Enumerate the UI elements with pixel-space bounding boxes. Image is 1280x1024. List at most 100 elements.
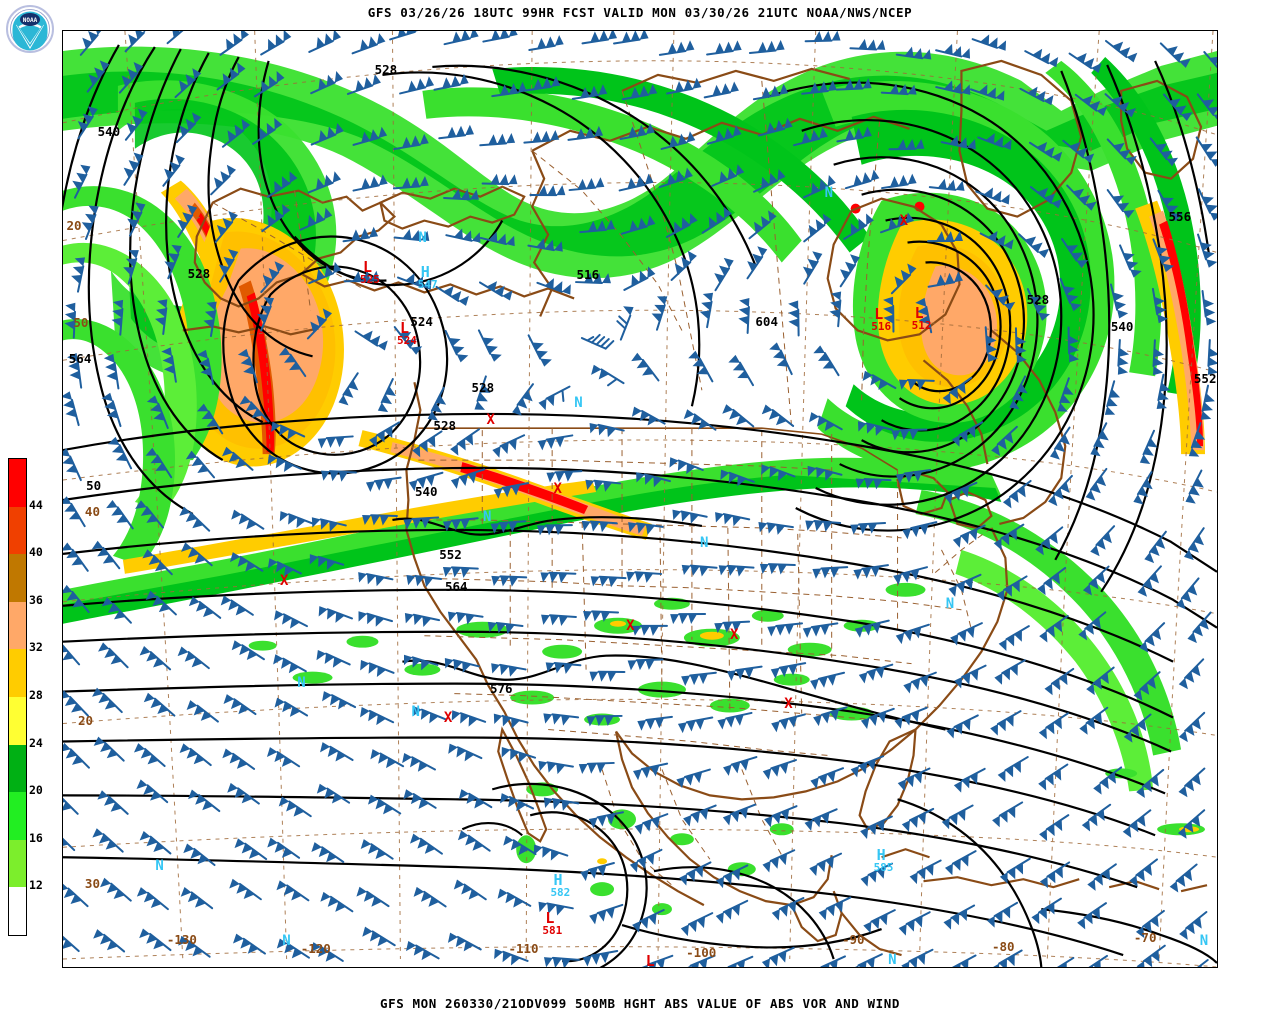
wind-barb [993, 949, 1023, 967]
wind-barb [803, 213, 832, 243]
wind-barb [571, 84, 608, 100]
wind-barb [487, 621, 524, 635]
wind-barb [681, 671, 717, 687]
wind-barb [276, 880, 310, 902]
wind-barb [309, 554, 345, 571]
wind-barb [849, 38, 886, 51]
wind-barb [161, 347, 177, 383]
wind-barb [990, 710, 1022, 736]
wind-barb [536, 278, 571, 295]
low-center-value: 525 [360, 273, 380, 287]
map-panel[interactable]: 528 540 528 516 528 556 540 552 604 524 528 528 540 5… [62, 30, 1218, 968]
wind-barb [909, 859, 942, 885]
vorticity-min-marker: N [297, 674, 306, 691]
wind-barb [843, 213, 874, 240]
wind-barb [746, 246, 768, 280]
wind-barb [999, 857, 1031, 884]
wind-barb [1133, 671, 1161, 701]
wind-barb [352, 174, 388, 192]
wind-barb [586, 714, 623, 727]
wind-barb [881, 173, 917, 190]
wind-barb [63, 690, 89, 717]
colorbar-band-12 [9, 887, 26, 935]
wind-barb [1085, 467, 1108, 501]
longitude-label: -110 [508, 940, 539, 956]
wind-barb [266, 171, 298, 198]
wind-barb [477, 329, 502, 362]
high-center-marker: H [553, 871, 563, 890]
wind-barb [1038, 763, 1069, 791]
wind-barb [723, 756, 758, 776]
wind-barb [770, 662, 807, 679]
wind-barb [1169, 863, 1198, 893]
wind-barb [940, 135, 976, 150]
wind-barb [412, 430, 443, 458]
wind-barb [582, 950, 619, 967]
wind-barb [1178, 711, 1206, 743]
wind-barb [186, 700, 219, 723]
wind-barb [979, 230, 1014, 250]
high-center-marker: H [876, 846, 886, 865]
wind-barb [124, 108, 148, 141]
wind-barb [809, 852, 843, 876]
wind-barb [427, 386, 447, 421]
wind-barb [767, 622, 804, 637]
vorticity-max-marker: X [626, 617, 635, 634]
wind-barb [399, 76, 435, 95]
wind-barb [801, 80, 837, 95]
vorticity-max-marker: X [899, 213, 909, 230]
wind-barb [810, 671, 846, 690]
wind-barb [1104, 93, 1137, 118]
wind-barb [1039, 814, 1070, 841]
wind-barb [1104, 39, 1138, 63]
high-center-value: 585 [873, 861, 894, 875]
wind-barb [898, 911, 931, 936]
wind-barb [753, 169, 786, 193]
wind-barb [457, 830, 491, 852]
wind-barb [1079, 706, 1109, 735]
wind-barb [589, 670, 626, 682]
wind-barb [453, 879, 487, 901]
wind-barb [1018, 233, 1050, 259]
wind-barb [1185, 469, 1204, 504]
wind-barb [997, 756, 1029, 782]
wind-barb [478, 281, 513, 301]
wind-barb [233, 933, 266, 955]
wind-barb [360, 839, 394, 860]
wind-barb [92, 828, 124, 853]
wind-barb [1162, 93, 1193, 122]
wind-barb [392, 175, 429, 190]
wind-barb [636, 472, 671, 488]
wind-barb [706, 40, 742, 56]
wind-barb [139, 645, 172, 671]
wind-barb [358, 572, 394, 587]
colorbar-tick-28: 28 [29, 688, 43, 702]
vorticity-min-marker: N [888, 951, 897, 968]
wind-barb [714, 257, 734, 292]
height-contour-label: 528 [187, 265, 211, 281]
high-center-value: 547 [417, 278, 438, 291]
wind-barb [1196, 93, 1217, 120]
wind-barb [123, 152, 144, 186]
wind-barb [545, 662, 582, 675]
wind-barb [523, 129, 560, 144]
wind-barb [91, 540, 121, 570]
wind-barb [404, 612, 441, 628]
wind-barb [196, 349, 215, 385]
wind-barb [543, 797, 580, 811]
wind-barb [1156, 373, 1171, 409]
longitude-label: -80 [991, 938, 1015, 954]
wind-barb [951, 421, 984, 447]
wind-barb [346, 74, 381, 95]
wind-barb [844, 169, 880, 190]
wind-barb [267, 837, 301, 859]
vorticity-max-marker: X [279, 572, 289, 589]
wind-barb [174, 68, 202, 99]
wind-barb [764, 805, 798, 828]
wind-barb [628, 522, 664, 535]
wind-barb [720, 469, 755, 487]
wind-barb [278, 347, 307, 378]
wind-barb [136, 887, 169, 911]
wind-barb [1038, 712, 1069, 740]
wind-barb [680, 912, 714, 937]
